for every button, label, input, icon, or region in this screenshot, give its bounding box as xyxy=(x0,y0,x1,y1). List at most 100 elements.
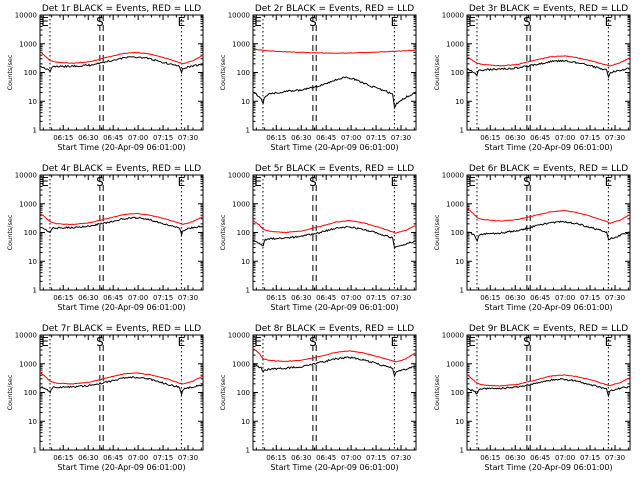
detector-panel: Det 2r BLACK = Events, RED = LLD 1 10 100 10… xyxy=(219,4,417,152)
x-tick-label: 06:30 xyxy=(78,454,98,462)
x-tick-label: 06:45 xyxy=(103,294,123,302)
x-tick-label: 07:30 xyxy=(391,454,411,462)
panel-title: Det 2r BLACK = Events, RED = LLD xyxy=(255,4,414,14)
y-tick-label: 100 xyxy=(451,389,464,397)
y-tick-label: 1 xyxy=(246,127,250,135)
marker-label: S xyxy=(523,15,531,29)
marker-label: E xyxy=(41,175,49,189)
y-tick-label: 10000 xyxy=(228,172,250,180)
y-axis-label: Counts/sec xyxy=(219,374,227,410)
y-tick-label: 100 xyxy=(451,229,464,237)
marker-label: E xyxy=(254,15,262,29)
y-axis-label: Counts/sec xyxy=(433,54,441,90)
x-axis-label: Start Time (20-Apr-09 06:01:00) xyxy=(484,463,612,472)
y-tick-label: 100 xyxy=(237,389,250,397)
y-tick-label: 1 xyxy=(460,287,464,295)
y-tick-label: 1 xyxy=(33,127,37,135)
y-tick-label: 1000 xyxy=(446,360,464,368)
y-tick-label: 100 xyxy=(24,229,37,237)
x-tick-label: 06:45 xyxy=(316,134,336,142)
marker-label: E xyxy=(605,15,613,29)
x-tick-label: 06:45 xyxy=(316,454,336,462)
x-axis-label: Start Time (20-Apr-09 06:01:00) xyxy=(484,303,612,312)
marker-label: E xyxy=(468,335,476,349)
marker-label: S xyxy=(309,15,317,29)
y-tick-label: 10 xyxy=(241,98,250,106)
x-tick-label: 06:30 xyxy=(505,454,525,462)
events-series-line xyxy=(252,76,417,110)
x-tick-label: 07:15 xyxy=(580,134,600,142)
x-tick-label: 07:30 xyxy=(178,454,198,462)
y-tick-label: 1 xyxy=(33,447,37,455)
y-tick-label: 1000 xyxy=(232,40,250,48)
panel-title: Det 8r BLACK = Events, RED = LLD xyxy=(255,324,414,334)
lld-series-line xyxy=(466,55,631,67)
marker-label: S xyxy=(309,335,317,349)
y-axis-label: Counts/sec xyxy=(6,54,14,90)
x-tick-label: 07:30 xyxy=(605,294,625,302)
y-tick-label: 10 xyxy=(28,418,37,426)
detector-panel: Det 7r BLACK = Events, RED = LLD 1 10 100 10… xyxy=(6,324,204,472)
y-tick-label: 1 xyxy=(460,447,464,455)
y-tick-label: 100 xyxy=(451,69,464,77)
lld-series-line xyxy=(466,208,631,224)
detector-panel: Det 3r BLACK = Events, RED = LLD 1 10 100 10… xyxy=(433,4,631,152)
x-tick-label: 07:30 xyxy=(605,134,625,142)
x-tick-label: 07:30 xyxy=(391,134,411,142)
x-tick-label: 07:15 xyxy=(366,454,386,462)
x-tick-label: 07:15 xyxy=(153,454,173,462)
marker-label: E xyxy=(391,335,399,349)
y-tick-label: 10000 xyxy=(15,332,37,340)
x-tick-label: 06:45 xyxy=(530,294,550,302)
x-tick-label: 07:00 xyxy=(341,134,361,142)
y-tick-label: 1000 xyxy=(232,200,250,208)
x-tick-label: 07:00 xyxy=(555,454,575,462)
panel-title: Det 4r BLACK = Events, RED = LLD xyxy=(42,164,201,174)
y-tick-label: 1000 xyxy=(446,200,464,208)
x-tick-label: 07:15 xyxy=(366,134,386,142)
marker-label: E xyxy=(41,15,49,29)
lld-series-line xyxy=(39,51,203,65)
x-tick-label: 06:15 xyxy=(53,134,73,142)
y-tick-label: 10 xyxy=(241,258,250,266)
y-tick-label: 10000 xyxy=(442,332,464,340)
y-axis-label: Counts/sec xyxy=(433,374,441,410)
marker-label: E xyxy=(178,15,186,29)
detector-panel: Det 8r BLACK = Events, RED = LLD 1 10 100 10… xyxy=(219,324,417,472)
x-tick-label: 06:45 xyxy=(103,454,123,462)
x-tick-label: 07:30 xyxy=(391,294,411,302)
x-tick-label: 06:30 xyxy=(291,454,311,462)
y-tick-label: 10 xyxy=(28,258,37,266)
y-tick-label: 100 xyxy=(24,389,37,397)
marker-label: E xyxy=(178,335,186,349)
x-tick-label: 06:15 xyxy=(266,294,286,302)
y-tick-label: 10000 xyxy=(442,172,464,180)
lld-series-line xyxy=(39,212,204,226)
y-axis-label: Counts/sec xyxy=(433,214,441,250)
x-tick-label: 06:45 xyxy=(530,454,550,462)
y-axis-label: Counts/sec xyxy=(6,374,14,410)
panel-title: Det 3r BLACK = Events, RED = LLD xyxy=(469,4,628,14)
x-tick-label: 06:15 xyxy=(266,454,286,462)
y-tick-label: 10000 xyxy=(15,172,37,180)
x-tick-label: 06:15 xyxy=(53,294,73,302)
panel-title: Det 7r BLACK = Events, RED = LLD xyxy=(42,324,201,334)
panel-title: Det 9r BLACK = Events, RED = LLD xyxy=(469,324,628,334)
lld-series-line xyxy=(252,48,417,54)
marker-label: S xyxy=(96,335,104,349)
y-tick-label: 1 xyxy=(460,127,464,135)
x-axis-label: Start Time (20-Apr-09 06:01:00) xyxy=(57,463,185,472)
y-tick-label: 100 xyxy=(237,229,250,237)
x-tick-label: 07:00 xyxy=(341,454,361,462)
y-axis-label: Counts/sec xyxy=(219,54,227,90)
y-tick-label: 1 xyxy=(246,447,250,455)
marker-label: E xyxy=(391,175,399,189)
x-tick-label: 06:15 xyxy=(480,294,500,302)
x-tick-label: 07:00 xyxy=(128,134,148,142)
x-axis-label: Start Time (20-Apr-09 06:01:00) xyxy=(270,463,398,472)
x-tick-label: 06:30 xyxy=(505,294,525,302)
x-tick-label: 07:15 xyxy=(580,454,600,462)
detector-panel: Det 6r BLACK = Events, RED = LLD 1 10 100 10… xyxy=(433,164,631,312)
